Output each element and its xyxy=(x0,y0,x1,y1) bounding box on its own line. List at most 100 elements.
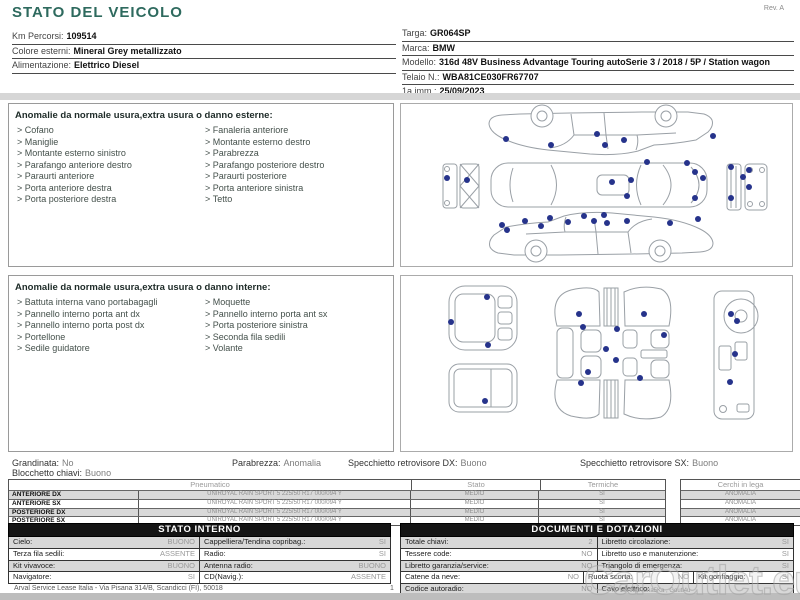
anomaly-item: Seconda fila sedili xyxy=(201,332,389,344)
field-value: 25/09/2023 xyxy=(439,86,485,96)
table-row: Totale chiavi: 2 Libretto circolazione: SI xyxy=(400,537,794,549)
condition-field: Parabrezza: Anomalia xyxy=(232,458,322,468)
column-header: Cerchi in lega xyxy=(717,480,764,489)
info-row: Marca: BMW xyxy=(402,42,794,56)
car-right-side-view xyxy=(488,104,713,156)
condition-summary: Grandinata: No Blocchetto chiavi: Buono Pa… xyxy=(8,458,794,478)
anomaly-item: Cofano xyxy=(13,125,201,137)
info-row: Colore esterni: Mineral Grey metallizzato xyxy=(12,45,396,59)
bottom-separator-band xyxy=(0,593,800,600)
damage-dots xyxy=(448,294,740,404)
caroutlet-watermark: CarOutlet.eu xyxy=(583,556,800,600)
table-row: Libretto garanzia/service: NO Triangolo d… xyxy=(400,560,794,573)
trunk-view xyxy=(448,285,518,351)
anomaly-item: Paraurti posteriore xyxy=(201,171,389,183)
page-number: 1 xyxy=(390,585,394,592)
separator-band xyxy=(0,93,800,100)
field-label: Colore esterni: xyxy=(12,45,71,56)
vehicle-info-right: Targa: GR064SP Marca: BMW Modello: 316d 48V… xyxy=(402,27,794,100)
section-title: Anomalie da normale usura,extra usura o … xyxy=(15,110,273,121)
info-row: Km Percorsi: 109514 xyxy=(12,30,396,45)
anomaly-item: Montante esterno destro xyxy=(201,137,389,149)
info-row: Modello: 316d 48V Business Advantage Tour… xyxy=(402,56,794,71)
field-label: Alimentazione: xyxy=(12,60,72,70)
field-label: Targa: xyxy=(402,28,428,38)
anomaly-item: Parabrezza xyxy=(201,148,389,160)
info-row: Alimentazione: Elettrico Diesel xyxy=(12,59,396,74)
anomaly-column: Fanaleria anteriore Montante esterno des… xyxy=(201,125,389,206)
table-row: ANTERIORE SX UNIROYAL RAIN SPORT 5 225/5… xyxy=(9,498,665,508)
table-cell: ANOMALIA xyxy=(681,516,800,525)
table-row: Kit vivavoce: BUONO Antenna radio: BUONO xyxy=(8,560,391,573)
car-top-view xyxy=(490,162,708,208)
documents-equipment-panel: DOCUMENTI E DOTAZIONI Totale chiavi: 2 Li… xyxy=(400,523,794,596)
section-title: Anomalie da normale usura,extra usura o … xyxy=(15,282,271,293)
tyres-main-table: Pneumatico Stato Termiche ANTERIORE DX U… xyxy=(8,479,666,527)
exterior-anomalies-box: Anomalie da normale usura,extra usura o … xyxy=(8,103,394,267)
table-cell: ANOMALIA xyxy=(681,507,800,517)
anomaly-item: Parafango anteriore destro xyxy=(13,160,201,172)
exterior-car-diagram-svg xyxy=(442,104,768,263)
anomaly-item: Moquette xyxy=(201,297,389,309)
table-cell: ANOMALIA xyxy=(681,490,800,499)
interior-car-diagram-svg xyxy=(448,285,759,420)
table-cell: ANOMALIA xyxy=(681,498,800,508)
column-header: Stato xyxy=(412,480,541,490)
field-value: Mineral Grey metallizzato xyxy=(73,45,182,56)
revision-label: Rev. A xyxy=(763,5,784,12)
table-row: POSTERIORE DX UNIROYAL RAIN SPORT 5 225/… xyxy=(9,507,665,517)
table-row: Terza fila sedili: ASSENTE Radio: SI xyxy=(8,548,391,561)
field-label: 1a imm.: xyxy=(402,86,437,96)
anomaly-item: Paraurti anteriore xyxy=(13,171,201,183)
anomaly-item: Parafango posteriore destro xyxy=(201,160,389,172)
anomaly-item: Fanaleria anteriore xyxy=(201,125,389,137)
table-row: Cielo: BUONO Cappelliera/Tendina copribag… xyxy=(8,537,391,549)
table-row: Tessere code: NO Libretto uso e manutenzi… xyxy=(400,548,794,561)
column-header: Pneumatico xyxy=(9,480,412,490)
anomaly-item: Volante xyxy=(201,343,389,355)
anomaly-item: Pannello interno porta ant sx xyxy=(201,309,389,321)
page-title: STATO DEL VEICOLO xyxy=(12,4,183,21)
exterior-damage-diagram xyxy=(400,103,793,267)
anomaly-column: Cofano Maniglie Montante esterno sinistr… xyxy=(13,125,201,206)
anomaly-item: Pannello interno porta ant dx xyxy=(13,309,201,321)
interior-status-panel: STATO INTERNO Cielo: BUONO Cappelliera/Te… xyxy=(8,523,391,585)
anomaly-item: Montante esterno sinistro xyxy=(13,148,201,160)
vehicle-info-left: Km Percorsi: 109514 Colore esterni: Minera… xyxy=(12,30,396,74)
field-label: Telaio N.: xyxy=(402,71,440,82)
anomaly-column: Battuta interna vano portabagagli Pannel… xyxy=(13,297,201,355)
table-row: Catene da neve: NO Ruota scorta: NO Kit go… xyxy=(400,572,794,585)
column-header: Termiche xyxy=(587,480,619,489)
field-value: 316d 48V Business Advantage Touring auto… xyxy=(439,57,770,67)
info-row: Targa: GR064SP xyxy=(402,27,794,42)
document-id-text: ID 1c79kO..2ha5Ka , Goutl4u xyxy=(612,588,691,594)
anomaly-item: Porta posteriore destra xyxy=(13,194,201,206)
condition-field: Specchietto retrovisore DX: Buono xyxy=(348,458,487,468)
field-value: BMW xyxy=(432,42,456,53)
tailgate-view xyxy=(448,363,518,413)
field-value: WBA81CE030FR67707 xyxy=(442,71,539,82)
table-row: POSTERIORE SX UNIROYAL RAIN SPORT 5 225/… xyxy=(9,516,665,526)
anomaly-item: Tetto xyxy=(201,194,389,206)
field-label: Modello: xyxy=(402,57,437,67)
panel-title: DOCUMENTI E DOTAZIONI xyxy=(400,523,794,537)
condition-field: Grandinata: No xyxy=(12,458,74,468)
tyres-table-header: Pneumatico Stato Termiche xyxy=(9,480,665,490)
field-value: GR064SP xyxy=(430,28,471,38)
interior-damage-diagram xyxy=(400,275,793,452)
footer-company-text: Arval Service Lease Italia - Via Pisana … xyxy=(14,585,223,592)
field-value: Elettrico Diesel xyxy=(74,60,140,70)
field-label: Marca: xyxy=(402,42,430,53)
interior-anomalies-box: Anomalie da normale usura,extra usura o … xyxy=(8,275,394,452)
alloy-wheels-table: Cerchi in lega ANOMALIA ANOMALIA ANOMALI… xyxy=(680,479,800,527)
condition-field: Blocchetto chiavi: Buono xyxy=(12,468,112,478)
cabin-floorplan xyxy=(554,286,672,420)
table-row: ANTERIORE DX UNIROYAL RAIN SPORT 5 225/5… xyxy=(9,490,665,499)
damage-dots xyxy=(444,131,752,233)
anomaly-item: Portellone xyxy=(13,332,201,344)
anomaly-item: Porta anteriore destra xyxy=(13,183,201,195)
anomaly-item: Sedile guidatore xyxy=(13,343,201,355)
anomaly-item: Battuta interna vano portabagagli xyxy=(13,297,201,309)
anomaly-column: Moquette Pannello interno porta ant sx P… xyxy=(201,297,389,355)
